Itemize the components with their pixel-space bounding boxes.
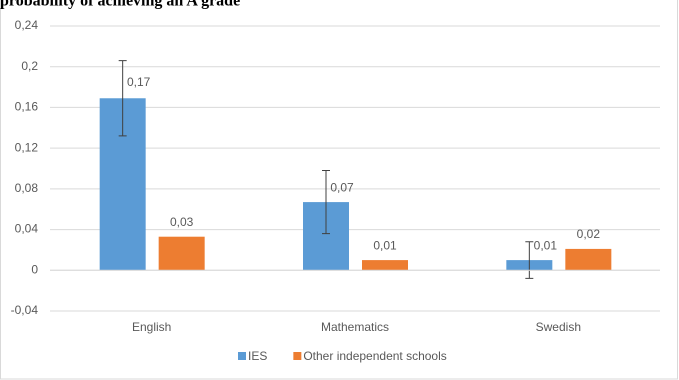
chart-title: probability of achieving an A grade — [0, 0, 240, 10]
y-tick-label: 0 — [31, 262, 38, 276]
data-label: 0,02 — [577, 227, 601, 241]
error-bar — [322, 170, 330, 235]
y-tick-label: -0,04 — [11, 303, 39, 317]
x-tick-label: Swedish — [536, 320, 581, 334]
bar — [362, 260, 408, 271]
legend-label: IES — [248, 349, 267, 363]
data-label: 0,01 — [534, 238, 558, 252]
y-tick-label: 0,12 — [15, 140, 39, 154]
data-label: 0,17 — [127, 75, 151, 89]
data-label: 0,07 — [330, 180, 354, 194]
data-label: 0,03 — [170, 215, 194, 229]
bar — [565, 248, 612, 271]
x-tick-label: English — [132, 320, 171, 334]
data-label: 0,01 — [373, 238, 397, 252]
y-tick-label: 0,24 — [15, 18, 39, 32]
legend-swatch — [238, 352, 246, 360]
x-tick-label: Mathematics — [321, 320, 389, 334]
bar — [158, 236, 205, 271]
y-tick-label: 0,2 — [21, 59, 38, 73]
y-tick-label: 0,16 — [15, 100, 39, 114]
legend-swatch — [293, 352, 302, 360]
legend-label: Other independent schools — [303, 349, 446, 363]
y-tick-label: 0,08 — [15, 181, 39, 195]
y-tick-label: 0,04 — [15, 222, 39, 236]
error-bar — [525, 241, 534, 279]
error-bar — [118, 60, 127, 137]
